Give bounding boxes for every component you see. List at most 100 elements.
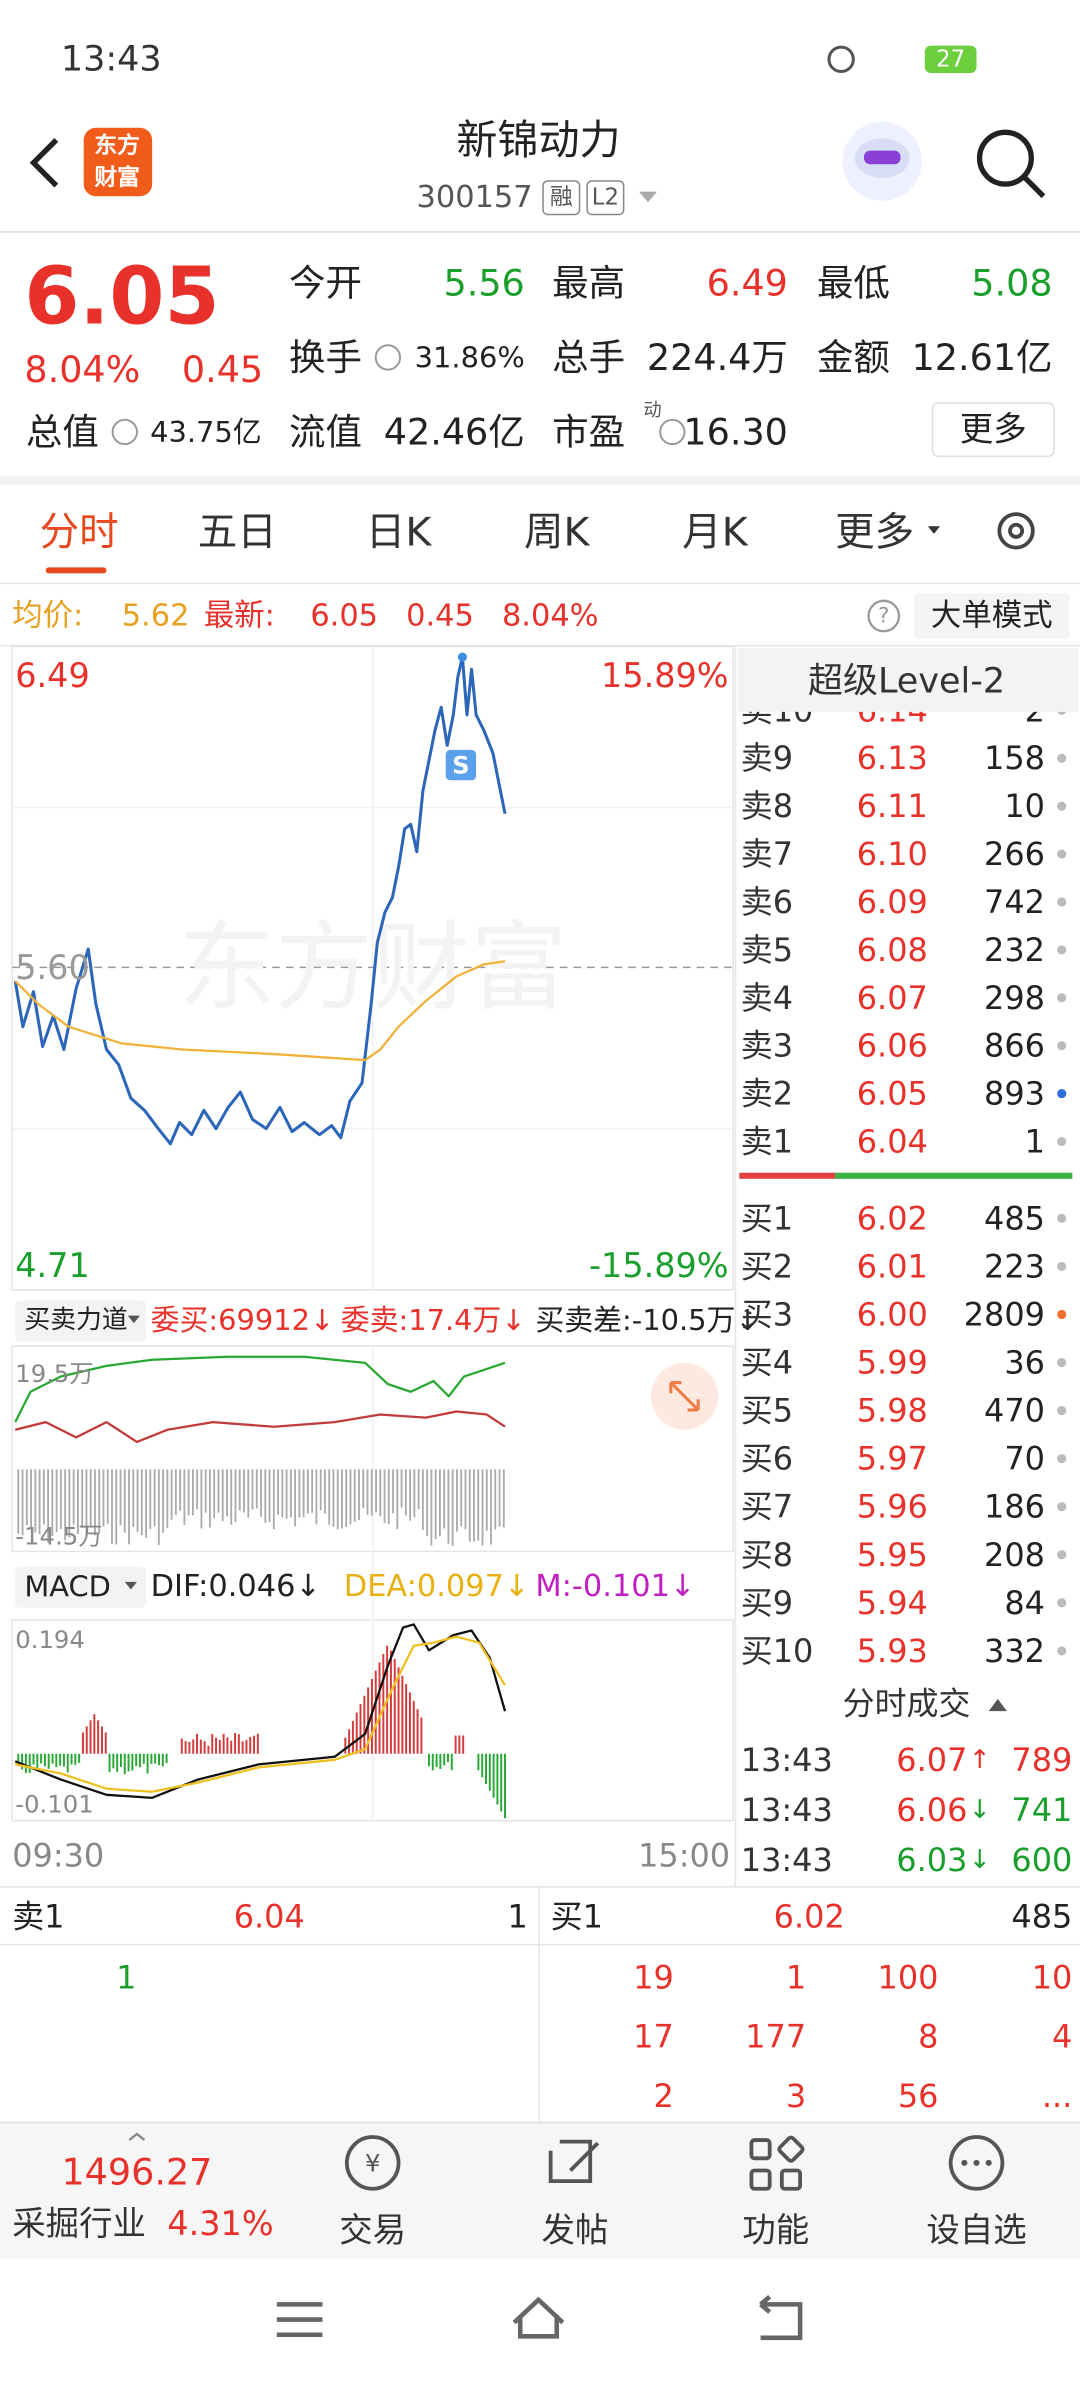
book-volume: 232: [984, 931, 1045, 969]
nav-button[interactable]: 设自选: [926, 2210, 1026, 2249]
book-dot: [1057, 1502, 1067, 1512]
watermark: 东方财富: [178, 911, 567, 1024]
tab[interactable]: 更多: [835, 509, 914, 555]
book-dot: [1057, 993, 1067, 1003]
badge: L2: [592, 185, 619, 211]
tab[interactable]: 月K: [682, 509, 749, 555]
dropdown: [127, 1315, 140, 1324]
field-value: 5.08: [971, 261, 1052, 304]
index-change: 4.31%: [167, 2204, 273, 2243]
queue-value: 1: [786, 1958, 806, 1996]
queue-value: 3: [786, 2077, 806, 2115]
book-volume: 893: [984, 1075, 1045, 1113]
tab[interactable]: 日K: [366, 509, 433, 555]
book-price: 6.07: [857, 979, 928, 1017]
book-label: 买1: [741, 1199, 793, 1237]
avg-label: 均价:: [12, 599, 83, 634]
mode-button[interactable]: [914, 593, 1070, 639]
book-price: 6.06: [857, 1027, 928, 1065]
sort-icon: [988, 1698, 1007, 1712]
signal-label: S: [452, 751, 470, 780]
price: 6.05: [24, 251, 219, 343]
yen-icon: ¥: [365, 2148, 380, 2177]
queue-value: 100: [878, 1958, 939, 1996]
settings-button[interactable]: [997, 512, 1035, 550]
divider: [0, 476, 1080, 486]
mode-label: 大单模式: [931, 599, 1053, 634]
superscript: 动: [643, 400, 661, 421]
book-volume: 866: [984, 1027, 1045, 1065]
dropdown: [927, 526, 941, 534]
tab[interactable]: 周K: [524, 509, 591, 555]
field-value: 224.4万: [647, 336, 788, 379]
help-icon[interactable]: [867, 599, 901, 633]
field-label: 最低: [817, 261, 890, 304]
book-label: 卖10: [741, 691, 814, 729]
book-dot: [1057, 1213, 1067, 1223]
book-volume: 298: [984, 979, 1045, 1017]
book-label: 卖8: [741, 787, 793, 825]
stock-code: 300157: [417, 180, 533, 215]
book-label: 卖6: [741, 883, 793, 921]
book-dot: [1057, 1309, 1067, 1320]
book-label: 卖1: [741, 1123, 793, 1161]
dea-line: [15, 1635, 506, 1793]
trade-volume: 741: [1011, 1791, 1072, 1829]
book-dot: [1057, 1598, 1067, 1608]
queue-value: 177: [745, 2018, 806, 2056]
book-price: 6.13: [857, 739, 928, 777]
queue-value: ...: [1042, 2077, 1072, 2115]
level1-price: 6.02: [774, 1897, 845, 1935]
search-button[interactable]: [976, 129, 1034, 187]
book-volume: 36: [1004, 1344, 1045, 1382]
nav-button[interactable]: 交易: [339, 2210, 406, 2249]
book-volume: 70: [1004, 1440, 1045, 1478]
nav-button[interactable]: 功能: [742, 2210, 809, 2249]
back-button[interactable]: [29, 138, 59, 188]
queue-value: 19: [633, 1958, 674, 1996]
book-label: 卖7: [741, 835, 793, 873]
book-dot: [1057, 1454, 1067, 1464]
indicator-value: 委卖:17.4万↓: [341, 1303, 526, 1337]
average-line: [14, 960, 506, 1062]
level1-volume: 485: [1011, 1897, 1072, 1935]
book-dot: [1057, 1646, 1067, 1656]
book-price: 6.09: [857, 883, 928, 921]
info-icon: [111, 418, 138, 446]
system-nav[interactable]: [276, 2294, 803, 2341]
book-price: 5.93: [857, 1632, 928, 1670]
book-volume: 1: [1025, 1123, 1045, 1161]
nav-icons: [344, 2135, 1005, 2191]
book-price: 6.10: [857, 835, 928, 873]
axis-label: -15.89%: [589, 1246, 729, 1285]
trade-time: 13:43: [741, 1741, 833, 1779]
book-price: 6.01: [857, 1247, 928, 1285]
book-price: 5.97: [857, 1440, 928, 1478]
queue-value: 56: [898, 2077, 939, 2115]
latest-change-pct: 8.04%: [502, 599, 599, 634]
field-label: 换手: [289, 336, 362, 379]
book-label: 买10: [741, 1632, 814, 1670]
tab[interactable]: 分时: [40, 509, 119, 555]
nav-button[interactable]: 发帖: [542, 2210, 609, 2249]
queue-value: 10: [1032, 1958, 1073, 1996]
field-value: 31.86%: [415, 340, 525, 374]
trade-volume: 789: [1011, 1741, 1072, 1779]
tab[interactable]: 五日: [198, 509, 277, 555]
latest-change: 0.45: [406, 599, 474, 634]
logo[interactable]: [83, 127, 153, 197]
queue-value: 1: [116, 1958, 136, 1996]
field-label: 总手: [552, 336, 625, 379]
field-label: 总值: [26, 410, 99, 453]
divider: [538, 1886, 540, 2122]
axis-label: 19.5万: [15, 1359, 94, 1388]
more-button[interactable]: [931, 402, 1055, 458]
latest-label: 最新:: [204, 599, 275, 634]
book-price: 5.98: [857, 1392, 928, 1430]
axis-label: 6.49: [15, 656, 90, 695]
selector-label: MACD: [24, 1569, 111, 1603]
book-dot: [1057, 1261, 1067, 1271]
book-dot: [1057, 711, 1067, 715]
stock-name: 新锦动力: [456, 116, 620, 164]
book-volume: 332: [984, 1632, 1045, 1670]
